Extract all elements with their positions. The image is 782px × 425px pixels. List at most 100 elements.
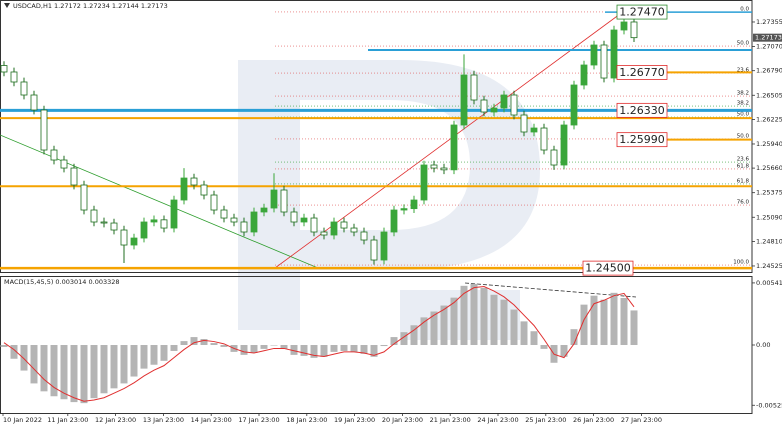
candle-body [520, 114, 528, 133]
x-tick-label: 11 Jan 23:00 [47, 416, 88, 424]
y-tick-label: 1.24810 [756, 237, 782, 245]
level-label-box [616, 4, 668, 20]
candle-body [250, 211, 258, 233]
macd-bar [30, 345, 38, 384]
y-tick-label: 0.00 [756, 341, 770, 349]
y-tick-label: 0.005414 [756, 279, 782, 287]
macd-bar [520, 321, 528, 345]
candle-body [400, 208, 408, 211]
macd-bar [340, 345, 348, 351]
last-price-label: 1.27173 [755, 34, 782, 42]
macd-bar [510, 309, 518, 345]
macd-bar [140, 345, 148, 369]
divergence-line [464, 282, 637, 298]
candle-body [450, 124, 458, 171]
macd-bar [110, 345, 118, 389]
candle-body [180, 177, 188, 201]
candle-body [320, 231, 328, 236]
candle-body [330, 221, 338, 236]
macd-bar [0, 345, 8, 347]
x-tick-label: 21 Jan 23:00 [430, 416, 471, 424]
macd-bar [350, 345, 358, 352]
candle-body [240, 221, 248, 233]
candle-body [60, 159, 68, 169]
level-label-box [616, 102, 668, 118]
macd-bar [600, 299, 608, 345]
candle-body [280, 189, 288, 213]
candle-body [420, 164, 428, 201]
candle-body [210, 194, 218, 211]
macd-bar [240, 345, 248, 355]
candle-body [310, 217, 318, 233]
menu-icon [4, 3, 10, 8]
candle-body [110, 222, 118, 231]
candle-body [340, 221, 348, 229]
macd-bar [180, 341, 188, 345]
macd-bar [490, 294, 498, 345]
candle-body [40, 109, 48, 151]
macd-bar [300, 345, 308, 356]
fib-label: 38.2 [737, 101, 749, 107]
x-tick-label: 24 Jan 23:00 [477, 416, 518, 424]
macd-bar [630, 310, 638, 345]
y-tick-label: 1.25940 [756, 140, 782, 148]
fib-label: 0.0 [740, 6, 749, 12]
macd-bar [420, 317, 428, 345]
macd-bar [610, 292, 618, 345]
y-tick-label: 1.24525 [756, 262, 782, 270]
macd-bar [450, 297, 458, 345]
level-label: 1.27470 [619, 6, 665, 19]
macd-bar [170, 345, 178, 351]
y-tick-label: 1.27355 [756, 18, 782, 26]
chart-title: USDCAD,H1 1.27172 1.27234 1.27144 1.2717… [13, 2, 168, 10]
candle-body [10, 71, 18, 83]
candle-body [260, 207, 268, 213]
macd-bar [270, 345, 278, 346]
candle-body [440, 167, 448, 171]
macd-bar [530, 331, 538, 345]
macd-bar [390, 337, 398, 345]
candle-body [130, 237, 138, 246]
fib-label: 23.6 [737, 157, 750, 163]
macd-bar [90, 345, 98, 399]
y-tick-label: -0.005255 [756, 401, 782, 409]
macd-bar [330, 345, 338, 352]
macd-bar [40, 345, 48, 392]
macd-bar [190, 337, 198, 345]
macd-bar [580, 304, 588, 345]
macd-bar [370, 345, 378, 357]
macd-bar [460, 285, 468, 345]
macd-bar [250, 345, 258, 353]
candle-body [300, 217, 308, 223]
candle-body [50, 149, 58, 161]
level-label-box [616, 132, 668, 148]
macd-bar [210, 343, 218, 345]
candle-body [30, 94, 38, 111]
macd-bar [120, 345, 128, 384]
candle-body [380, 231, 388, 261]
fib-label: 23.6 [737, 68, 750, 74]
candle-body [80, 184, 88, 211]
candle-body [0, 65, 8, 73]
level-label-box [582, 260, 634, 276]
candle-body [580, 64, 588, 86]
macd-bar [500, 299, 508, 345]
candle-body [200, 184, 208, 196]
candle-body [560, 124, 568, 166]
watermark [238, 60, 540, 340]
fib-label: 76.0 [737, 200, 750, 206]
last-price-box [753, 33, 782, 42]
macd-bar [620, 297, 628, 345]
x-tick-label: 26 Jan 23:00 [573, 416, 614, 424]
fib-label: 100.0 [733, 260, 749, 266]
macd-bar [440, 305, 448, 345]
macd-bar [310, 345, 318, 358]
candle-body [20, 81, 28, 96]
macd-bar [570, 329, 578, 345]
candle-body [140, 221, 148, 239]
y-tick-label: 1.25660 [756, 164, 782, 172]
x-tick-label: 27 Jan 23:00 [621, 416, 662, 424]
level-label-box [616, 65, 668, 80]
candle-body [230, 217, 238, 223]
